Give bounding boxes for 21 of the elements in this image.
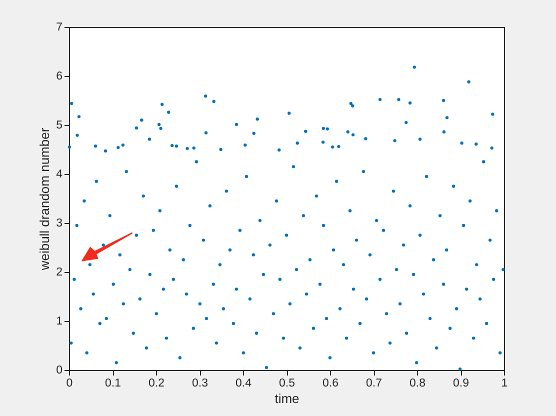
x-tick-label: 0.9 <box>453 378 469 390</box>
y-tick-label: 5 <box>56 120 62 132</box>
y-tick-label: 3 <box>56 218 62 230</box>
x-tick-label: 0.2 <box>148 378 164 390</box>
y-tick-label: 7 <box>56 22 62 34</box>
y-tick-label: 0 <box>56 364 62 376</box>
y-axis-title: weibull drandom number <box>37 127 52 272</box>
x-tick-label: 0.8 <box>410 378 426 390</box>
y-tick-label: 4 <box>56 168 64 180</box>
x-tick-label: 0.5 <box>279 378 295 390</box>
y-tick-label: 6 <box>56 70 62 82</box>
x-tick-label: 0.7 <box>366 378 382 390</box>
x-tick-label: 0.4 <box>236 378 252 390</box>
y-tick-label: 2 <box>56 266 62 278</box>
y-tick-label: 1 <box>56 316 62 328</box>
x-tick-label: 0.6 <box>322 378 338 390</box>
x-tick-label: 0 <box>66 378 73 390</box>
x-axis-title: time <box>274 391 300 406</box>
x-tick-label: 1 <box>501 378 508 390</box>
x-tick-label: 0.3 <box>192 378 208 390</box>
x-tick-label: 0.1 <box>105 378 121 390</box>
